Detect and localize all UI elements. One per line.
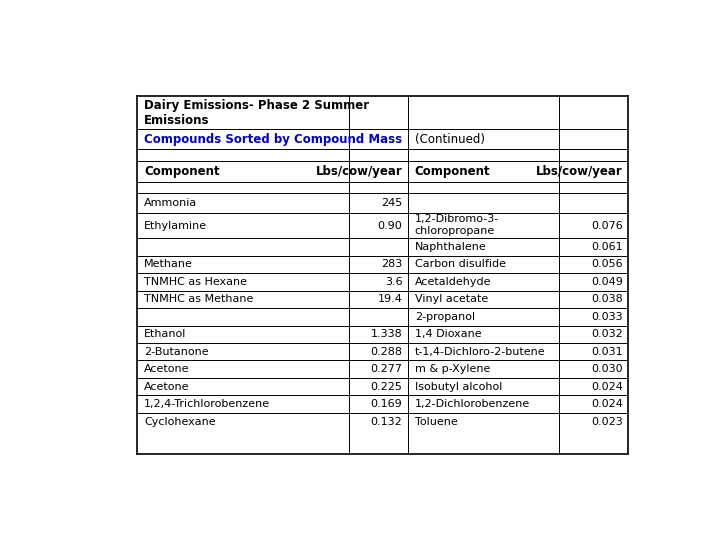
Text: Acetone: Acetone — [144, 364, 189, 374]
Text: Naphthalene: Naphthalene — [415, 242, 487, 252]
Text: Methane: Methane — [144, 259, 193, 269]
Text: 245: 245 — [381, 198, 402, 208]
Text: 0.038: 0.038 — [591, 294, 623, 305]
Text: 0.032: 0.032 — [591, 329, 623, 339]
Text: 0.132: 0.132 — [371, 416, 402, 427]
Text: 0.169: 0.169 — [371, 399, 402, 409]
Text: chloropropane: chloropropane — [415, 226, 495, 235]
Text: 0.277: 0.277 — [371, 364, 402, 374]
Text: 0.90: 0.90 — [378, 221, 402, 231]
Text: 0.076: 0.076 — [591, 221, 623, 231]
Text: TNMHC as Hexane: TNMHC as Hexane — [144, 277, 247, 287]
Text: 1,4 Dioxane: 1,4 Dioxane — [415, 329, 482, 339]
Text: 0.061: 0.061 — [591, 242, 623, 252]
Text: Carbon disulfide: Carbon disulfide — [415, 259, 505, 269]
Text: Vinyl acetate: Vinyl acetate — [415, 294, 488, 305]
Text: 0.031: 0.031 — [591, 347, 623, 357]
Text: t-1,4-Dichloro-2-butene: t-1,4-Dichloro-2-butene — [415, 347, 545, 357]
Text: Acetone: Acetone — [144, 382, 189, 392]
Text: 0.030: 0.030 — [591, 364, 623, 374]
Text: Component: Component — [415, 165, 490, 178]
Text: Ethanol: Ethanol — [144, 329, 186, 339]
Text: m & p-Xylene: m & p-Xylene — [415, 364, 490, 374]
Text: 1,2-Dibromo-3-: 1,2-Dibromo-3- — [415, 214, 499, 224]
Text: 0.023: 0.023 — [591, 416, 623, 427]
Text: Isobutyl alcohol: Isobutyl alcohol — [415, 382, 502, 392]
Text: Compounds Sorted by Compound Mass: Compounds Sorted by Compound Mass — [144, 133, 402, 146]
Text: 0.024: 0.024 — [591, 399, 623, 409]
Text: 0.225: 0.225 — [371, 382, 402, 392]
Text: 0.288: 0.288 — [371, 347, 402, 357]
Text: Lbs/cow/year: Lbs/cow/year — [316, 165, 402, 178]
Text: Ethylamine: Ethylamine — [144, 221, 207, 231]
Text: Ammonia: Ammonia — [144, 198, 197, 208]
Text: 1.338: 1.338 — [371, 329, 402, 339]
Text: 3.6: 3.6 — [385, 277, 402, 287]
Text: Dairy Emissions- Phase 2 Summer: Dairy Emissions- Phase 2 Summer — [144, 99, 369, 112]
Text: Acetaldehyde: Acetaldehyde — [415, 277, 491, 287]
Text: 1,2,4-Trichlorobenzene: 1,2,4-Trichlorobenzene — [144, 399, 270, 409]
Text: 2-propanol: 2-propanol — [415, 312, 475, 322]
Text: Emissions: Emissions — [144, 113, 210, 126]
Text: 0.033: 0.033 — [591, 312, 623, 322]
Text: Lbs/cow/year: Lbs/cow/year — [536, 165, 623, 178]
Text: 0.049: 0.049 — [591, 277, 623, 287]
Text: 19.4: 19.4 — [377, 294, 402, 305]
Text: (Continued): (Continued) — [415, 133, 485, 146]
Text: 1,2-Dichlorobenzene: 1,2-Dichlorobenzene — [415, 399, 530, 409]
Text: TNMHC as Methane: TNMHC as Methane — [144, 294, 253, 305]
Text: Cyclohexane: Cyclohexane — [144, 416, 216, 427]
Text: 0.024: 0.024 — [591, 382, 623, 392]
Text: 283: 283 — [381, 259, 402, 269]
Text: 2-Butanone: 2-Butanone — [144, 347, 209, 357]
Text: Component: Component — [144, 165, 220, 178]
Text: Toluene: Toluene — [415, 416, 457, 427]
Text: 0.056: 0.056 — [591, 259, 623, 269]
